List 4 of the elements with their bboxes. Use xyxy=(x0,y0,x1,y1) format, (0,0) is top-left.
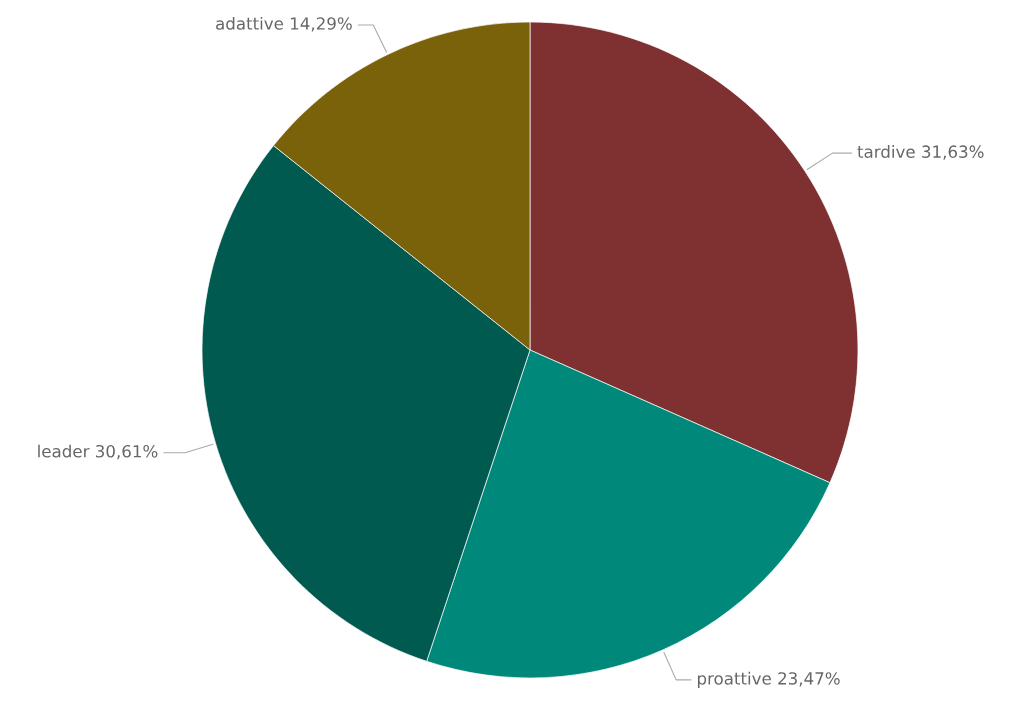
slice-label: leader 30,61% xyxy=(38,444,158,460)
slice-label: tardive 31,63% xyxy=(857,145,984,160)
slice-label: proattive 23,47% xyxy=(697,671,840,688)
slice-label: adattive 14,29% xyxy=(216,16,352,32)
